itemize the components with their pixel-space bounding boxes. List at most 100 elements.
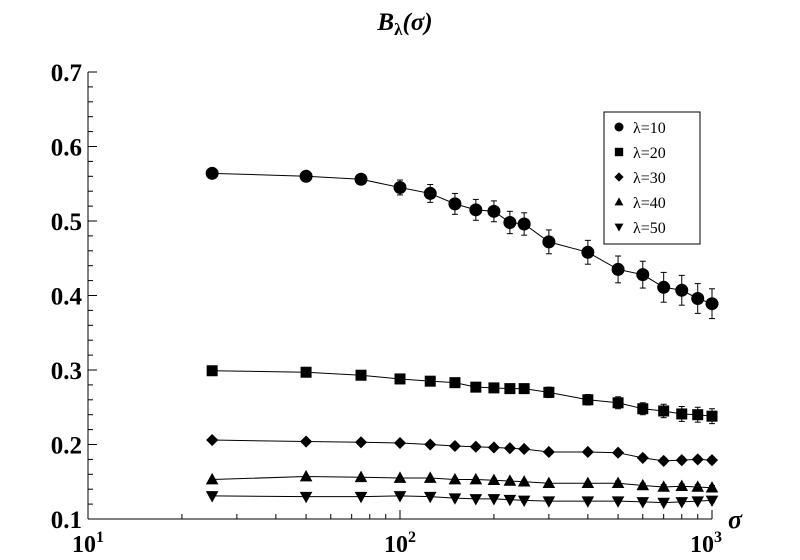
legend: λ=10 λ=20 λ=30 λ=40 λ=50 <box>603 111 701 245</box>
series-5 <box>205 491 719 510</box>
data-point <box>487 473 501 486</box>
data-point <box>394 373 406 385</box>
data-point <box>657 497 670 510</box>
data-point <box>611 262 625 276</box>
data-point <box>518 383 530 395</box>
data-point <box>354 470 368 483</box>
data-point <box>487 494 501 506</box>
data-point <box>691 496 705 508</box>
data-point <box>612 446 625 459</box>
series-layer <box>205 166 719 510</box>
data-point <box>675 283 689 297</box>
data-point <box>581 245 595 259</box>
data-point <box>636 451 649 464</box>
data-point <box>542 476 556 489</box>
data-point <box>611 476 625 489</box>
data-point <box>543 386 555 398</box>
data-point <box>691 291 705 305</box>
legend-marker-2 <box>614 147 624 157</box>
legend-marker-5 <box>614 223 624 232</box>
data-point <box>487 204 501 218</box>
data-point <box>299 469 313 482</box>
data-point <box>675 479 689 492</box>
data-point <box>706 410 718 422</box>
x-axis-ticks: 101 102 103 <box>72 510 722 558</box>
data-point <box>504 383 516 395</box>
series-4 <box>205 469 719 493</box>
data-point <box>658 405 670 417</box>
data-point <box>354 436 368 449</box>
series-line <box>212 476 713 489</box>
data-point <box>448 197 462 211</box>
data-point <box>542 496 556 508</box>
data-point <box>705 481 719 493</box>
data-point <box>354 172 368 186</box>
chart-title: Bλ(σ) <box>376 9 432 39</box>
data-point <box>636 478 650 491</box>
data-point <box>517 475 531 487</box>
data-point <box>354 491 368 504</box>
y-tick-label: 0.4 <box>51 284 83 311</box>
data-point <box>299 169 313 183</box>
data-point <box>517 217 531 231</box>
data-point <box>487 441 500 454</box>
data-point <box>705 495 719 507</box>
legend-label-4: λ=40 <box>633 195 666 212</box>
y-tick-label: 0.1 <box>51 507 82 534</box>
legend-marker-4 <box>614 197 624 206</box>
data-point <box>691 453 704 466</box>
data-point <box>542 235 556 249</box>
x-tick-label: 103 <box>690 529 722 558</box>
data-point <box>393 436 407 450</box>
data-point <box>692 409 704 421</box>
data-point <box>469 203 483 217</box>
data-point <box>424 438 437 451</box>
data-point <box>300 366 312 378</box>
data-point <box>611 496 625 508</box>
data-point <box>637 403 649 415</box>
data-point <box>300 435 313 448</box>
series-2 <box>206 365 718 425</box>
data-point <box>582 394 594 406</box>
data-point <box>705 454 719 467</box>
data-point <box>581 496 595 508</box>
legend-label-1: λ=10 <box>633 120 666 137</box>
data-point <box>205 472 219 485</box>
y-tick-label: 0.5 <box>51 209 82 236</box>
data-point <box>205 491 219 503</box>
data-point <box>503 442 516 455</box>
data-point <box>705 297 719 311</box>
data-point <box>423 491 437 504</box>
data-point <box>299 491 313 504</box>
data-point <box>206 433 219 447</box>
data-point <box>449 377 461 389</box>
series-line <box>212 495 713 504</box>
data-point <box>448 472 462 485</box>
data-point <box>393 180 407 194</box>
data-point <box>581 476 595 489</box>
data-point <box>612 397 624 409</box>
data-point <box>469 440 482 453</box>
data-point <box>503 474 517 486</box>
data-point <box>581 445 594 458</box>
data-point <box>657 280 671 294</box>
data-point <box>393 491 407 503</box>
data-point <box>469 494 483 506</box>
data-point <box>355 369 367 381</box>
series-line <box>212 370 713 417</box>
chart-title-main: B <box>376 9 394 36</box>
data-point <box>657 480 670 492</box>
data-point <box>206 365 218 377</box>
x-tick-label: 102 <box>384 529 416 558</box>
data-point <box>503 215 517 229</box>
chart-title-subscript: λ <box>394 20 403 39</box>
data-point <box>469 472 483 485</box>
data-point <box>691 480 705 492</box>
data-point <box>503 494 517 507</box>
data-point <box>205 166 219 180</box>
legend-label-5: λ=50 <box>633 220 666 237</box>
data-point <box>636 497 650 509</box>
y-tick-label: 0.3 <box>51 358 82 385</box>
y-tick-label: 0.2 <box>51 433 82 460</box>
